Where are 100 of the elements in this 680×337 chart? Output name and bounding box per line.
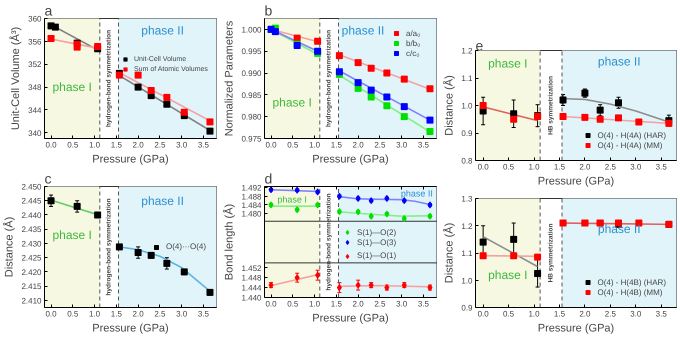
y-tick-label: 0.8 [461,156,474,166]
legend-label: S(1)—O(1) [357,250,396,261]
y-tick-label: 1.452 [241,264,262,273]
x-axis-title: Pressure (GPa) [312,312,389,324]
y-axis-title: Distance (Å) [442,222,456,284]
y-tick-label: 0.980 [241,112,262,122]
x-tick-label: 3.5 [656,310,668,318]
band-label: phase I [488,56,528,71]
y-tick-label: 1.1 [461,249,474,258]
x-tick-label: 0.0 [478,310,490,318]
legend-label: O(4) - H(4A) (HAR) [598,130,666,140]
y-tick-label: 2.445 [21,196,42,206]
x-tick-label: 3.0 [396,140,408,150]
y-tick-label: 1.1 [461,74,474,83]
band-label: phase II [141,194,184,208]
band-label: phase I [277,194,307,205]
y-tick-label: 2.420 [21,268,42,277]
y-tick-label: 340 [28,128,42,138]
x-tick-label: 0.5 [287,140,299,150]
legend-label: O(4)···O(4) [166,242,206,252]
x-tick-label: 0.5 [287,300,299,308]
legend-label: a/a₀ [406,28,422,38]
x-tick-label: 3.0 [176,310,188,318]
x-tick-label: 1.5 [110,140,122,150]
y-tick-label: 2.410 [21,296,42,306]
y-tick-label: 356 [28,37,42,46]
y-axis-title: Bond length (Å) [222,204,236,280]
x-tick-label: 2.0 [352,300,364,308]
legend-label: O(4) - H(4B) (HAR) [598,277,666,287]
x-axis-title: Pressure (GPa) [312,154,389,166]
x-tick-label: 3.5 [418,300,430,308]
y-axis-title: Distance (Å) [2,216,16,278]
x-axis-title: Pressure (GPa) [538,176,614,188]
y-tick-label: 0.995 [241,47,262,56]
band-label: phase I [272,96,312,110]
x-tick-label: 1.5 [554,162,566,172]
y-tick-label: 2.440 [21,210,42,220]
band-label: phase I [488,268,528,282]
x-tick-label: 1.5 [330,300,342,308]
legend-label: S(1)—O(3) [357,237,396,248]
x-tick-label: 3.5 [656,162,668,172]
y-tick-label: 1.0 [461,276,474,286]
y-tick-label: 1.488 [241,192,262,202]
chart-title: b [264,2,272,18]
y-tick-label: 1.484 [241,200,262,210]
y-tick-label: 2.430 [21,239,42,248]
chart-title: c [44,170,52,186]
x-tick-label: 2.5 [604,310,616,318]
chart-title: d [264,170,272,186]
band-label: phase I [52,80,92,94]
y-tick-label: 0.9 [461,304,474,312]
y-tick-label: 0.975 [241,134,262,144]
y-tick-label: 0.9 [461,129,474,138]
y-tick-label: 1.2 [461,46,474,56]
x-tick-label: 0.5 [67,310,79,318]
x-tick-label: 2.0 [579,162,592,172]
x-tick-label: 2.5 [604,162,616,172]
y-tick-label: 0.990 [241,69,262,78]
y-tick-label: 1.444 [241,284,262,293]
x-tick-label: 3.0 [176,140,188,150]
x-tick-label: 0.5 [503,310,515,318]
legend-label: S(1)—O(2) [357,227,396,238]
x-tick-label: 1.5 [554,310,566,318]
legend-label: c/c₀ [406,48,421,58]
x-tick-label: 2.5 [154,310,166,318]
band-label: phase II [342,24,384,38]
x-tick-label: 2.5 [374,300,386,308]
x-tick-label: 2.0 [352,140,364,150]
y-tick-label: 1.3 [461,194,474,204]
x-tick-label: 2.5 [374,140,386,150]
band-label: phase I [52,228,92,242]
y-tick-label: 2.450 [21,182,42,192]
x-tick-label: 0.0 [265,300,278,308]
x-tick-label: 1.0 [528,310,540,318]
x-tick-label: 0.0 [265,140,278,150]
y-tick-label: 360 [28,14,42,24]
band-label: phase II [598,222,641,236]
x-tick-label: 0.0 [45,140,58,150]
y-tick-label: 2.415 [21,282,42,292]
x-axis-title: Pressure (GPa) [92,154,169,166]
x-tick-label: 2.0 [579,310,592,318]
x-tick-label: 3.0 [630,310,642,318]
x-tick-label: 0.0 [45,310,58,318]
x-tick-label: 1.0 [89,310,101,318]
x-tick-label: 3.5 [198,140,210,150]
legend-label: b/b₀ [406,38,422,48]
y-tick-label: 2.435 [21,225,42,234]
x-tick-label: 0.5 [67,140,79,150]
chart-title: a [44,2,52,18]
y-tick-label: 1.2 [461,222,474,231]
y-tick-label: 0.985 [241,90,262,100]
x-tick-label: 2.5 [154,140,166,150]
x-axis-title: Pressure (GPa) [92,322,169,334]
y-tick-label: 2.425 [21,254,42,263]
y-tick-label: 352 [28,60,42,70]
x-tick-label: 1.0 [309,300,321,308]
x-tick-label: 1.0 [528,162,540,172]
y-tick-label: 1.000 [241,25,262,34]
y-tick-label: 344 [28,106,42,115]
x-tick-label: 1.0 [309,140,321,150]
